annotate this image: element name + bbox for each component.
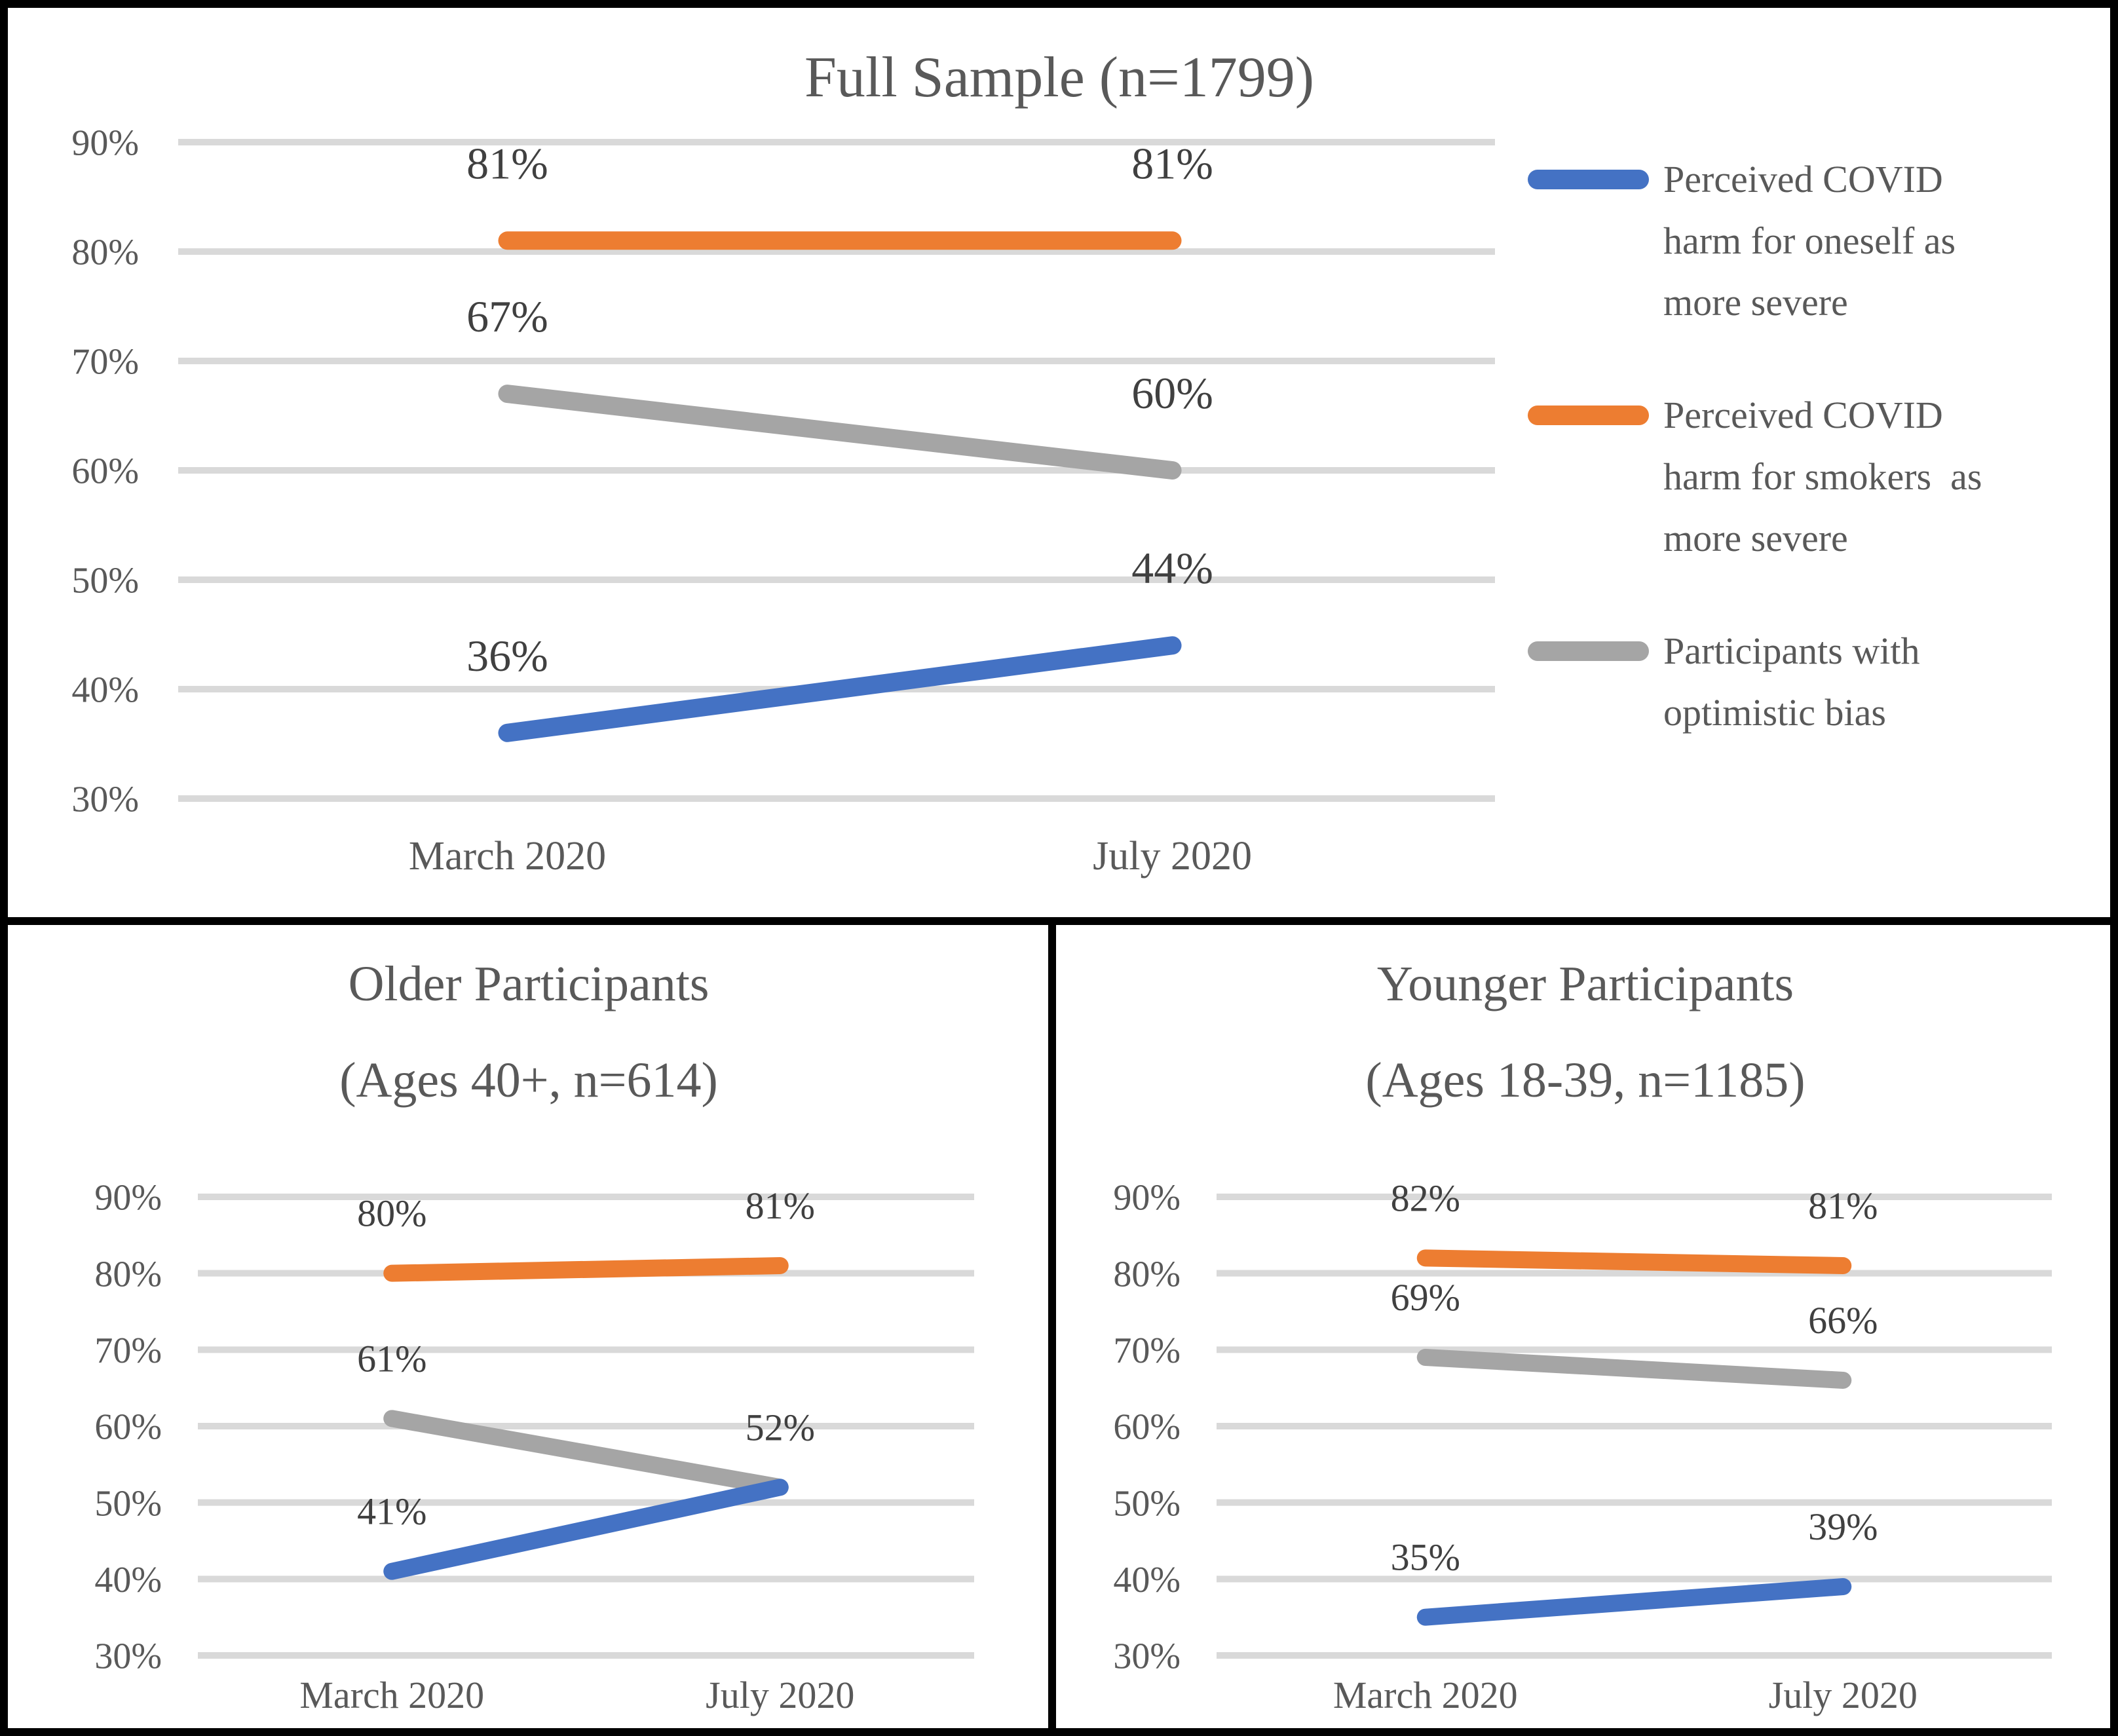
y-axis-tick-label: 60% [1113,1407,1181,1448]
y-axis-tick-label: 30% [71,780,139,820]
series-line [1416,1249,1852,1274]
data-point-label: 82% [1391,1177,1460,1219]
data-point-label: 41% [357,1490,426,1533]
legend-line-swatch-oneself [1528,170,1649,189]
full-sample-chart: Full Sample (n=1799) 90% 80% 70% 60% 50% 40% 30… [71,46,1495,878]
y-axis-tick-label: 80% [71,233,139,273]
data-point-label: 61% [357,1337,426,1380]
legend-line-swatch-smokers [1528,406,1649,425]
series-line [383,1257,789,1282]
y-axis-tick-label: 90% [94,1178,162,1218]
chart-title: (Ages 18-39, n=1185) [1365,1053,1805,1108]
series-line [1416,1578,1852,1626]
legend-label-smokers: Perceived COVID harm for smokers as more s… [1663,385,1982,569]
y-axis-tick-label: 40% [71,670,139,711]
data-point-label: 67% [466,292,548,341]
chart-title: Younger Participants [1377,956,1794,1011]
y-axis-tick-label: 80% [94,1254,162,1294]
y-axis-tick-label: 30% [1113,1636,1181,1677]
x-axis-category-label: March 2020 [409,834,606,878]
younger-participants-chart: Younger Participants (Ages 18-39, n=1185)… [1113,956,2052,1716]
chart-title: Older Participants [349,956,709,1011]
legend-label-oneself: Perceived COVID harm for oneself as more s… [1663,149,1956,333]
data-point-label: 81% [1808,1184,1878,1227]
y-axis-tick-label: 60% [71,451,139,492]
legend-label-line: more severe [1663,517,1848,559]
y-axis-tick-label: 80% [1113,1254,1181,1294]
data-point-label: 81% [466,138,548,188]
data-point-label: 36% [466,631,548,681]
data-point-label: 81% [746,1184,815,1227]
y-axis-tick-label: 70% [71,342,139,383]
y-axis-tick-label: 40% [1113,1560,1181,1600]
x-axis-category-label: March 2020 [299,1674,484,1716]
data-point-label: 80% [357,1192,426,1235]
y-axis-tick-label: 50% [71,561,139,601]
data-point-label: 35% [1391,1536,1460,1579]
chart-title: Full Sample (n=1799) [804,46,1314,109]
y-axis-tick-label: 90% [1113,1178,1181,1218]
legend-label-line: Perceived COVID [1663,158,1943,200]
legend-line-swatch-optimistic-bias [1528,641,1649,661]
y-axis-tick-label: 70% [1113,1330,1181,1371]
y-axis-tick-label: 50% [94,1483,162,1524]
legend-item-optimistic-bias: Participants with optimistic bias [1528,620,1919,744]
y-axis-tick-label: 90% [71,123,139,164]
horizontal-divider [8,917,2110,925]
legend-item-smokers: Perceived COVID harm for smokers as more s… [1528,385,1982,569]
data-point-label: 60% [1131,368,1213,418]
series-line [498,385,1182,480]
y-axis-tick-label: 70% [94,1330,162,1371]
data-point-label: 69% [1391,1276,1460,1319]
older-participants-chart: Older Participants (Ages 40+, n=614) 90% 80… [94,956,974,1716]
data-point-label: 52% [746,1406,815,1448]
data-point-label: 66% [1808,1299,1878,1342]
vertical-divider [1048,925,1056,1728]
legend-item-oneself: Perceived COVID harm for oneself as more s… [1528,149,1956,333]
x-axis-category-label: July 2020 [706,1674,854,1716]
legend-label-line: Perceived COVID [1663,394,1943,436]
y-axis-tick-label: 60% [94,1407,162,1448]
legend-label-line: harm for oneself as [1663,219,1956,262]
chart-title: (Ages 40+, n=614) [339,1053,718,1108]
series-line [383,1410,789,1496]
data-point-label: 44% [1131,543,1213,593]
legend-label-line: more severe [1663,281,1848,324]
x-axis-category-label: March 2020 [1333,1674,1518,1716]
x-axis-category-label: July 2020 [1093,834,1252,878]
legend-label-line: optimistic bias [1663,691,1886,734]
data-point-label: 39% [1808,1505,1878,1548]
series-line [383,1479,789,1580]
y-axis-tick-label: 40% [94,1560,162,1600]
series-line [498,636,1182,742]
y-axis-tick-label: 30% [94,1636,162,1677]
y-axis-tick-label: 50% [1113,1483,1181,1524]
x-axis-category-label: July 2020 [1769,1674,1918,1716]
legend-label-line: harm for smokers as [1663,455,1982,498]
legend-label-line: Participants with [1663,630,1920,672]
legend-label-optimistic-bias: Participants with optimistic bias [1663,620,1919,744]
series-line [1416,1349,1852,1389]
data-point-label: 81% [1131,138,1213,188]
